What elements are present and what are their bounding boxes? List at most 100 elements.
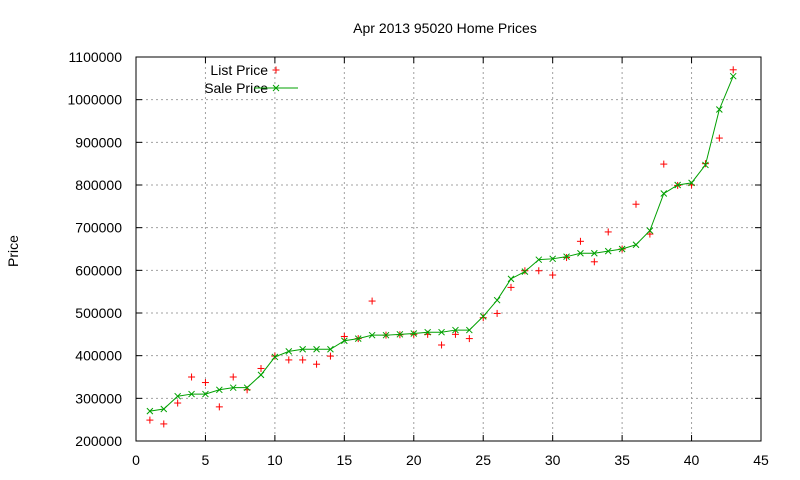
- legend-cross-marker: [272, 84, 280, 92]
- sale-price-point: [688, 179, 695, 187]
- sale-price-point: [410, 330, 418, 337]
- x-tick-label: 5: [202, 452, 210, 468]
- sale-price-point: [590, 249, 598, 257]
- list-price-point: [715, 134, 723, 142]
- list-price-point: [521, 267, 529, 275]
- sale-price-point: [452, 326, 459, 334]
- y-tick-label: 600000: [75, 262, 122, 278]
- list-price-point: [299, 356, 307, 364]
- y-tick-label: 300000: [75, 390, 122, 406]
- sale-price-point: [729, 72, 737, 80]
- sale-price-point: [188, 390, 195, 398]
- sale-price-line: [149, 76, 734, 412]
- series-list-price: [146, 66, 737, 428]
- sale-price-point: [549, 255, 557, 263]
- sale-price-point: [702, 161, 709, 169]
- list-price-point: [201, 379, 209, 387]
- sale-price-point: [202, 390, 209, 398]
- list-price-point: [549, 271, 557, 279]
- sale-price-point: [479, 313, 487, 320]
- axis-ticks: 0 5 10 15 20 25 30 35 40 45 200000 300000 400000 5000…: [67, 49, 769, 468]
- list-price-point: [438, 341, 446, 349]
- x-tick-label: 25: [475, 452, 491, 468]
- list-price-point: [479, 314, 487, 322]
- sale-price-point: [215, 386, 223, 394]
- sale-price-point: [604, 247, 612, 255]
- list-price-point: [507, 283, 515, 291]
- sale-price-point: [618, 245, 626, 253]
- y-tick-label: 200000: [75, 433, 122, 449]
- list-price-point: [188, 373, 196, 381]
- sale-price-point: [465, 326, 473, 334]
- y-tick-label: 1100000: [69, 49, 123, 65]
- list-price-point: [257, 364, 265, 372]
- sale-price-point: [327, 345, 334, 353]
- sale-price-point: [632, 241, 640, 249]
- x-tick-label: 35: [614, 452, 630, 468]
- sale-price-point: [660, 190, 668, 197]
- sale-price-point: [313, 345, 320, 353]
- list-price-point: [229, 373, 237, 381]
- list-price-point: [590, 258, 598, 266]
- list-price-point: [326, 352, 334, 360]
- sale-price-point: [368, 331, 376, 339]
- list-price-point: [368, 297, 376, 305]
- x-tick-label: 40: [684, 452, 700, 468]
- x-tick-label: 30: [545, 452, 561, 468]
- sale-price-point: [257, 371, 265, 379]
- sale-price-point: [535, 256, 543, 264]
- legend: List Price Sale Price: [204, 62, 298, 96]
- sale-price-point: [174, 392, 182, 400]
- sale-price-point: [577, 249, 584, 257]
- sale-price-point: [507, 275, 515, 283]
- sale-price-point: [243, 384, 251, 392]
- list-price-point: [632, 200, 640, 208]
- list-price-point: [215, 403, 223, 411]
- list-price-point: [646, 230, 654, 238]
- sale-price-point: [715, 106, 723, 113]
- sale-price-point: [646, 227, 654, 235]
- sale-price-point: [438, 328, 445, 336]
- list-price-point: [410, 330, 418, 338]
- sale-price-point: [146, 407, 154, 415]
- list-price-point: [729, 66, 737, 74]
- sale-price-point: [271, 353, 279, 361]
- sale-price-point: [299, 345, 307, 353]
- sale-price-point: [382, 331, 390, 339]
- x-tick-label: 0: [132, 452, 140, 468]
- list-price-point: [660, 160, 668, 168]
- sale-price-point: [340, 337, 348, 345]
- plot-frame: [135, 56, 762, 442]
- chart-title: Apr 2013 95020 Home Prices: [353, 20, 537, 36]
- y-tick-label: 800000: [75, 177, 122, 193]
- sale-price-point: [424, 328, 432, 336]
- sale-price-point: [229, 384, 237, 392]
- grid-lines: [136, 57, 761, 441]
- sale-price-point: [674, 181, 682, 189]
- sale-price-point: [354, 335, 362, 342]
- list-price-point: [313, 360, 321, 368]
- list-price-point: [160, 420, 168, 428]
- list-price-point: [493, 309, 501, 317]
- y-tick-label: 500000: [75, 305, 122, 321]
- list-price-point: [576, 237, 584, 245]
- list-price-point: [604, 228, 612, 236]
- y-axis-label: Price: [5, 235, 21, 267]
- sale-price-point: [396, 330, 404, 338]
- list-price-point: [465, 335, 473, 343]
- list-price-point: [285, 356, 293, 364]
- series-sale-price: [146, 72, 737, 415]
- plot-series: [146, 66, 737, 428]
- sale-price-point: [563, 253, 570, 261]
- x-tick-label: 15: [337, 452, 353, 468]
- sale-price-point: [285, 348, 293, 355]
- sale-price-point: [160, 405, 168, 413]
- sale-price-point: [493, 296, 501, 304]
- y-tick-label: 900000: [75, 134, 122, 150]
- x-tick-label: 10: [267, 452, 283, 468]
- list-price-point: [174, 399, 182, 407]
- list-price-point: [146, 416, 154, 424]
- y-tick-label: 400000: [75, 348, 122, 364]
- legend-label: List Price: [210, 62, 268, 78]
